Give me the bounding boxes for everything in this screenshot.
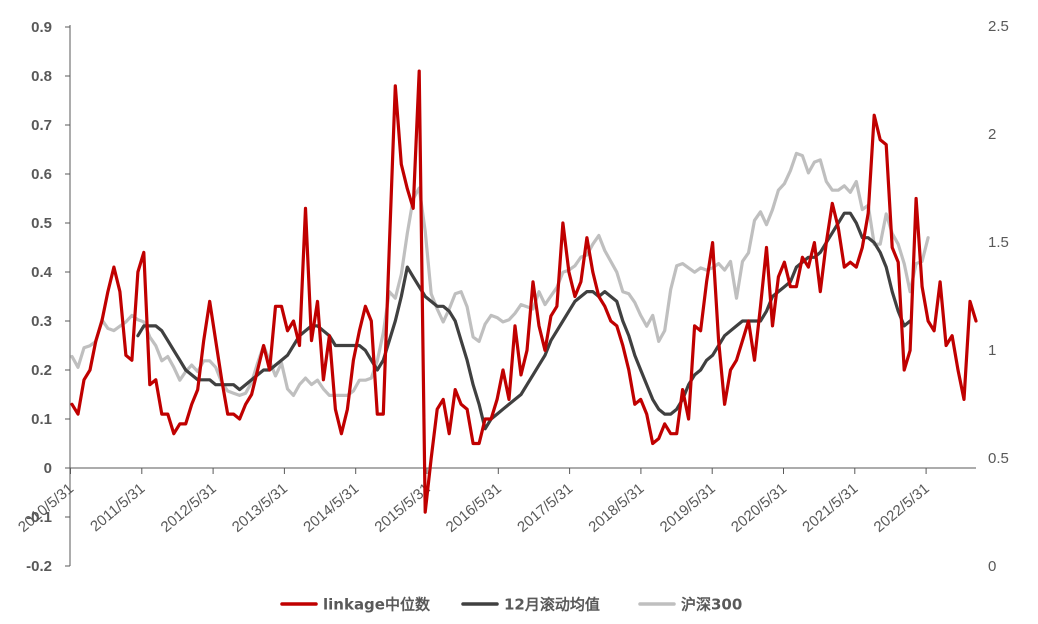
legend-label-linkage: linkage中位数 bbox=[323, 596, 431, 614]
legend: linkage中位数 12月滚动均值 沪深300 bbox=[280, 596, 742, 614]
x-tick-label: 2012/5/31 bbox=[158, 480, 220, 536]
series-lines bbox=[70, 69, 978, 514]
x-tick-label: 2013/5/31 bbox=[229, 480, 291, 536]
series-line-rolling bbox=[136, 211, 912, 431]
x-axis-ticks: 2010/5/31 2011/5/31 2012/5/31 2013/5/31 2014… bbox=[15, 468, 933, 536]
x-tick-label: 2020/5/31 bbox=[728, 480, 790, 536]
right-y-tick-label: 2 bbox=[988, 126, 996, 143]
left-y-tick-label: 0.9 bbox=[31, 19, 52, 36]
right-y-tick-label: 0 bbox=[988, 558, 996, 575]
left-y-tick-label: 0.3 bbox=[31, 313, 52, 330]
left-y-tick-label: 0 bbox=[44, 460, 52, 477]
x-tick-label: 2017/5/31 bbox=[514, 480, 576, 536]
left-y-tick-label: 0.7 bbox=[31, 117, 52, 134]
x-tick-label: 2022/5/31 bbox=[871, 480, 933, 536]
series-line-hs300 bbox=[70, 151, 930, 397]
x-tick-label: 2021/5/31 bbox=[799, 480, 861, 536]
x-tick-label: 2011/5/31 bbox=[87, 480, 148, 535]
left-y-tick-label: 0.4 bbox=[31, 264, 53, 281]
left-y-tick-label: 0.1 bbox=[31, 411, 52, 428]
x-tick-label: 2016/5/31 bbox=[443, 480, 505, 536]
legend-label-rolling: 12月滚动均值 bbox=[504, 596, 600, 614]
left-y-tick-label: 0.2 bbox=[31, 362, 52, 379]
legend-label-hs300: 沪深300 bbox=[681, 596, 742, 614]
left-y-tick-label: 0.6 bbox=[31, 166, 52, 183]
left-y-tick-label: 0.8 bbox=[31, 68, 52, 85]
left-y-tick-label: 0.5 bbox=[31, 215, 52, 232]
series-line-linkage bbox=[70, 69, 978, 514]
x-tick-label: 2018/5/31 bbox=[585, 480, 647, 536]
right-y-tick-label: 1.5 bbox=[988, 234, 1009, 251]
left-y-tick-label: -0.1 bbox=[26, 509, 52, 526]
left-y-axis-ticks: 0.9 0.8 0.7 0.6 0.5 0.4 0.3 0.2 0.1 0 -0.1 -0.2 bbox=[26, 19, 70, 575]
axes-layer bbox=[69, 25, 976, 566]
right-y-tick-label: 0.5 bbox=[988, 450, 1009, 467]
right-y-tick-label: 2.5 bbox=[988, 18, 1009, 35]
right-y-tick-label: 1 bbox=[988, 342, 996, 359]
x-tick-label: 2010/5/31 bbox=[15, 480, 77, 536]
right-y-axis-ticks: 2.5 2 1.5 1 0.5 0 bbox=[988, 18, 1009, 575]
x-tick-label: 2019/5/31 bbox=[657, 480, 719, 536]
left-y-tick-label: -0.2 bbox=[26, 558, 52, 575]
x-tick-label: 2014/5/31 bbox=[300, 480, 362, 536]
